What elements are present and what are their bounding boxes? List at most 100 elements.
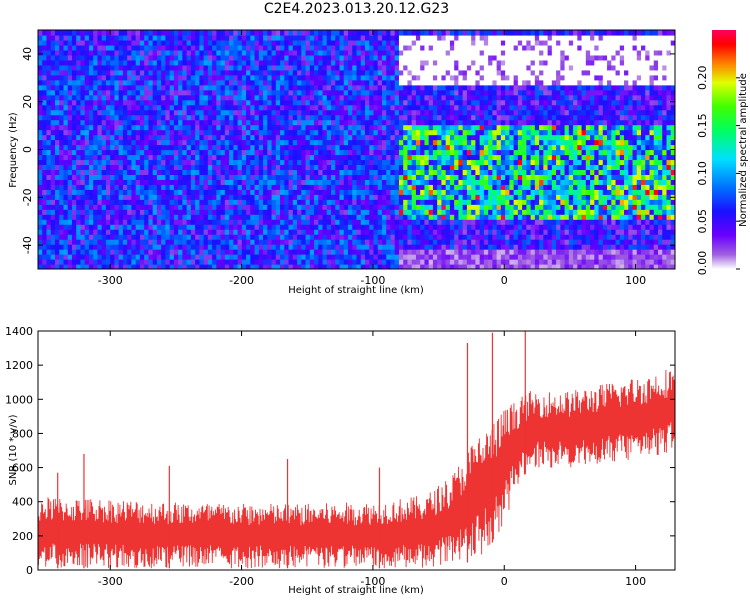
spectrogram-cell [127,69,133,76]
spectrogram-cell [267,244,273,250]
spectrogram-cell [118,189,124,195]
spectrogram-cell [292,79,298,86]
spectrogram-cell [88,214,94,220]
spectrogram-cell [152,179,158,185]
spectrogram-cell [407,49,413,56]
spectrogram-cell [93,109,99,116]
spectrogram-cell [348,109,353,116]
spectrogram-cell [326,259,332,265]
spectrogram-cell [301,199,307,205]
spectrogram-cell [386,164,392,171]
spectrogram-cell [76,214,82,220]
spectrogram-cell [237,224,243,230]
spectrogram-cell [88,34,94,41]
spectrogram-cell [173,34,179,41]
spectrogram-cell [377,114,383,121]
spectrogram-cell [369,159,375,166]
spectrogram-cell [42,214,48,220]
spectrogram-cell [139,79,145,86]
spectrogram-cell [212,119,217,126]
spectrogram-cell [462,44,468,51]
spectrogram-cell [88,164,94,171]
spectrogram-cell [424,204,430,210]
spectrogram-cell [407,124,413,131]
spectrogram-cell [246,114,251,121]
spectrogram-cell [428,139,434,146]
spectrogram-cell [309,239,315,245]
spectrogram-cell [237,104,243,111]
spectrogram-cell [466,249,472,255]
spectrogram-cell [339,179,345,185]
spectrogram-cell [229,54,234,61]
spectrogram-cell [263,189,268,195]
spectrogram-cell [54,219,60,225]
spectrogram-cell [224,39,230,46]
spectrogram-cell [195,189,200,195]
spectrogram-cell [275,204,281,210]
spectrogram-cell [182,99,188,106]
spectrogram-cell [258,229,264,235]
spectrogram-cell [356,30,362,36]
spectrogram-cell [394,134,400,141]
spectrogram-cell [220,144,226,151]
spectrogram-cell [110,234,116,240]
spectrogram-cell [63,69,69,76]
spectrogram-cell [173,124,179,131]
spectrogram-cell [131,189,137,195]
spectrogram-cell [173,194,179,200]
spectrogram-cell [356,49,362,56]
spectrogram-cell [339,64,345,71]
spectrogram-cell [186,114,192,121]
spectrogram-cell [445,214,451,220]
spectrogram-cell [139,49,145,56]
spectrogram-cell [403,234,409,240]
spectrogram-cell [263,34,268,41]
spectrogram-cell [441,79,447,86]
spectrogram-cell [348,39,353,46]
spectrogram-cell [280,214,285,220]
spectrogram-cell [199,54,205,61]
spectrogram-cell [369,164,375,171]
spectrogram-cell [364,249,370,255]
spectrogram-cell [118,89,124,96]
spectrogram-cell [229,69,234,76]
spectrogram-cell [424,44,430,51]
spectrogram-cell [369,34,375,41]
spectrogram-cell [360,124,366,131]
spectrogram-cell [195,99,200,106]
spectrogram-cell [407,234,413,240]
spectrogram-cell [118,159,124,166]
spectrogram-cell [59,144,65,151]
spectrogram-cell [335,204,341,210]
spectrogram-cell [139,129,145,136]
spectrogram-cell [275,164,281,171]
spectrogram-cell [394,229,400,235]
spectrogram-cell [42,69,48,76]
spectrogram-cell [46,59,52,66]
spectrogram-cell [233,144,239,151]
spectrogram-cell [420,164,426,171]
spectrogram-cell [343,124,349,131]
spectrogram-cell [271,124,277,131]
spectrogram-cell [229,239,234,245]
spectrogram-cell [407,114,413,121]
spectrogram-cell [229,189,234,195]
spectrogram-cell [381,30,387,36]
spectrogram-cell [59,159,65,166]
spectrogram-cell [428,229,434,235]
spectrogram-cell [420,109,426,116]
spectrogram-cell [326,249,332,255]
spectrogram-cell [398,169,404,175]
spectrogram-cell [398,239,404,245]
spectrogram-cell [356,224,362,230]
spectrogram-cell [144,94,150,101]
spectrogram-cell [454,239,460,245]
spectrogram-cell [216,44,222,51]
spectrogram-cell [301,124,307,131]
spectrogram-cell [437,34,443,41]
spectrogram-cell [139,64,145,71]
spectrogram-cell [390,104,396,111]
spectrogram-cell [258,214,264,220]
spectrogram-cell [182,199,188,205]
spectrogram-cell [156,224,162,230]
